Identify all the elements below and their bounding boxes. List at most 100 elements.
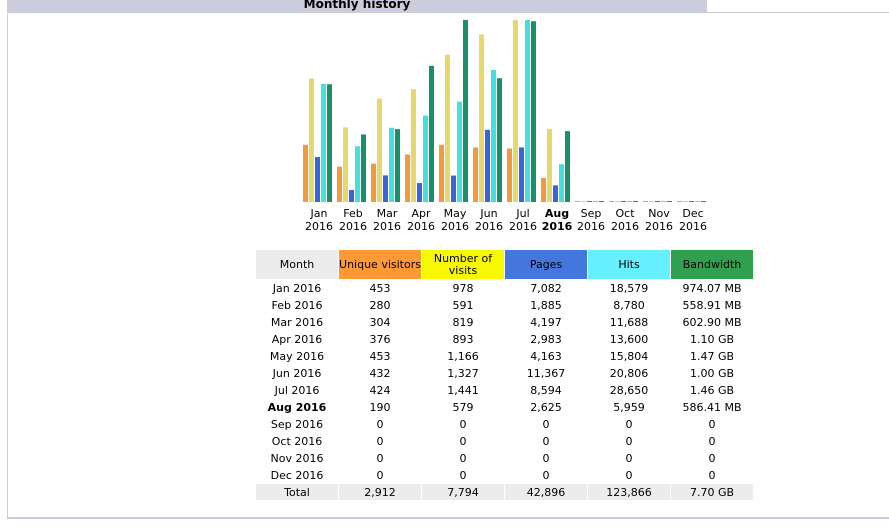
month-tick-label: Jun (479, 207, 497, 220)
table-row: Sep 2016 0 0 0 0 0 (255, 415, 754, 433)
hits-cell: 0 (587, 466, 671, 484)
monthly-history-table: Month Unique visitors Number of visits P… (255, 249, 754, 501)
bar-nov-pages (655, 201, 660, 202)
bandwidth-cell: 974.07 MB (670, 279, 754, 297)
year-tick-label: 2016 (305, 220, 333, 233)
hits-cell: 11,688 (587, 313, 671, 331)
pages-cell: 11,367 (504, 364, 588, 382)
unique-visitors-cell: 432 (338, 364, 422, 382)
section-title-bar: Monthly history (7, 0, 707, 13)
visits-cell: 1,327 (421, 364, 505, 382)
header-pages: Pages (504, 249, 588, 280)
bar-apr-unique-visitors (405, 154, 410, 202)
month-tick-label: Aug (545, 207, 569, 220)
bar-apr-hits (423, 115, 428, 202)
bar-nov-number-of-visits (649, 201, 654, 202)
bar-oct-unique-visitors (609, 201, 614, 202)
panel-bottom-border (7, 517, 889, 519)
month-cell: Apr 2016 (255, 330, 339, 348)
bar-nov-hits (661, 201, 666, 202)
unique-visitors-cell: 190 (338, 398, 422, 416)
section-title: Monthly history (303, 0, 411, 11)
month-cell: Feb 2016 (255, 296, 339, 314)
pages-cell: 0 (504, 432, 588, 450)
bar-may-hits (457, 101, 462, 202)
bandwidth-cell: 0 (670, 415, 754, 433)
unique-visitors-cell: 0 (338, 415, 422, 433)
visits-cell: 591 (421, 296, 505, 314)
bandwidth-cell: 0 (670, 466, 754, 484)
visits-cell: 1,441 (421, 381, 505, 399)
hits-cell: 15,804 (587, 347, 671, 365)
bandwidth-cell: 1.47 GB (670, 347, 754, 365)
bar-jan-hits (321, 83, 326, 202)
hits-cell: 5,959 (587, 398, 671, 416)
unique-visitors-cell: 424 (338, 381, 422, 399)
bar-may-number-of-visits (445, 54, 450, 203)
total-hits-cell: 123,866 (587, 483, 671, 501)
unique-visitors-cell: 0 (338, 432, 422, 450)
visits-cell: 1,166 (421, 347, 505, 365)
pages-cell: 0 (504, 415, 588, 433)
bar-sep-pages (587, 201, 592, 202)
bar-jan-unique-visitors (303, 144, 308, 202)
bar-mar-number-of-visits (377, 98, 382, 202)
month-tick-label: Feb (343, 207, 362, 220)
bar-jan-bandwidth (327, 84, 332, 202)
year-tick-label: 2016 (373, 220, 401, 233)
unique-visitors-cell: 304 (338, 313, 422, 331)
visits-cell: 0 (421, 415, 505, 433)
table-row: Oct 2016 0 0 0 0 0 (255, 432, 754, 450)
bar-dec-number-of-visits (683, 201, 688, 202)
month-tick-label: Jan (310, 207, 328, 220)
bar-apr-pages (417, 183, 422, 202)
header-visits: Number of visits (421, 249, 505, 280)
pages-cell: 1,885 (504, 296, 588, 314)
unique-visitors-cell: 376 (338, 330, 422, 348)
month-cell: Jan 2016 (255, 279, 339, 297)
month-tick-label: Mar (377, 207, 398, 220)
bar-jan-number-of-visits (309, 78, 314, 202)
month-tick-label: Dec (682, 207, 703, 220)
pages-cell: 4,197 (504, 313, 588, 331)
unique-visitors-cell: 453 (338, 279, 422, 297)
visits-cell: 579 (421, 398, 505, 416)
pages-cell: 8,594 (504, 381, 588, 399)
hits-cell: 0 (587, 432, 671, 450)
header-hits: Hits (587, 249, 671, 280)
table-total-row: Total 2,912 7,794 42,896 123,866 7.70 GB (255, 483, 754, 501)
month-cell: Jun 2016 (255, 364, 339, 382)
hits-cell: 18,579 (587, 279, 671, 297)
visits-cell: 0 (421, 449, 505, 467)
hits-cell: 8,780 (587, 296, 671, 314)
bar-apr-number-of-visits (411, 89, 416, 202)
bar-jul-pages (519, 147, 524, 202)
bandwidth-cell: 558.91 MB (670, 296, 754, 314)
bar-aug-bandwidth (565, 131, 570, 202)
total-bandwidth-cell: 7.70 GB (670, 483, 754, 501)
unique-visitors-cell: 280 (338, 296, 422, 314)
bandwidth-cell: 586.41 MB (670, 398, 754, 416)
bar-jul-hits (525, 20, 530, 202)
unique-visitors-cell: 0 (338, 466, 422, 484)
bar-jun-bandwidth (497, 78, 502, 202)
month-tick-label: Jul (515, 207, 529, 220)
bar-jun-unique-visitors (473, 147, 478, 202)
year-tick-label: 2016 (509, 220, 537, 233)
table-row: Apr 2016 376 893 2,983 13,600 1.10 GB (255, 330, 754, 348)
header-divider (707, 12, 889, 13)
visits-cell: 978 (421, 279, 505, 297)
table-row: Feb 2016 280 591 1,885 8,780 558.91 MB (255, 296, 754, 314)
bar-feb-number-of-visits (343, 127, 348, 202)
total-unique-visitors-cell: 2,912 (338, 483, 422, 501)
bar-jul-unique-visitors (507, 148, 512, 202)
bar-nov-bandwidth (667, 201, 672, 202)
table-row: Nov 2016 0 0 0 0 0 (255, 449, 754, 467)
year-tick-label: 2016 (679, 220, 707, 233)
bar-aug-unique-visitors (541, 178, 546, 202)
month-cell: Aug 2016 (255, 398, 339, 416)
total-month-cell: Total (255, 483, 339, 501)
bar-dec-pages (689, 201, 694, 202)
table-row: Jul 2016 424 1,441 8,594 28,650 1.46 GB (255, 381, 754, 399)
bandwidth-cell: 0 (670, 432, 754, 450)
